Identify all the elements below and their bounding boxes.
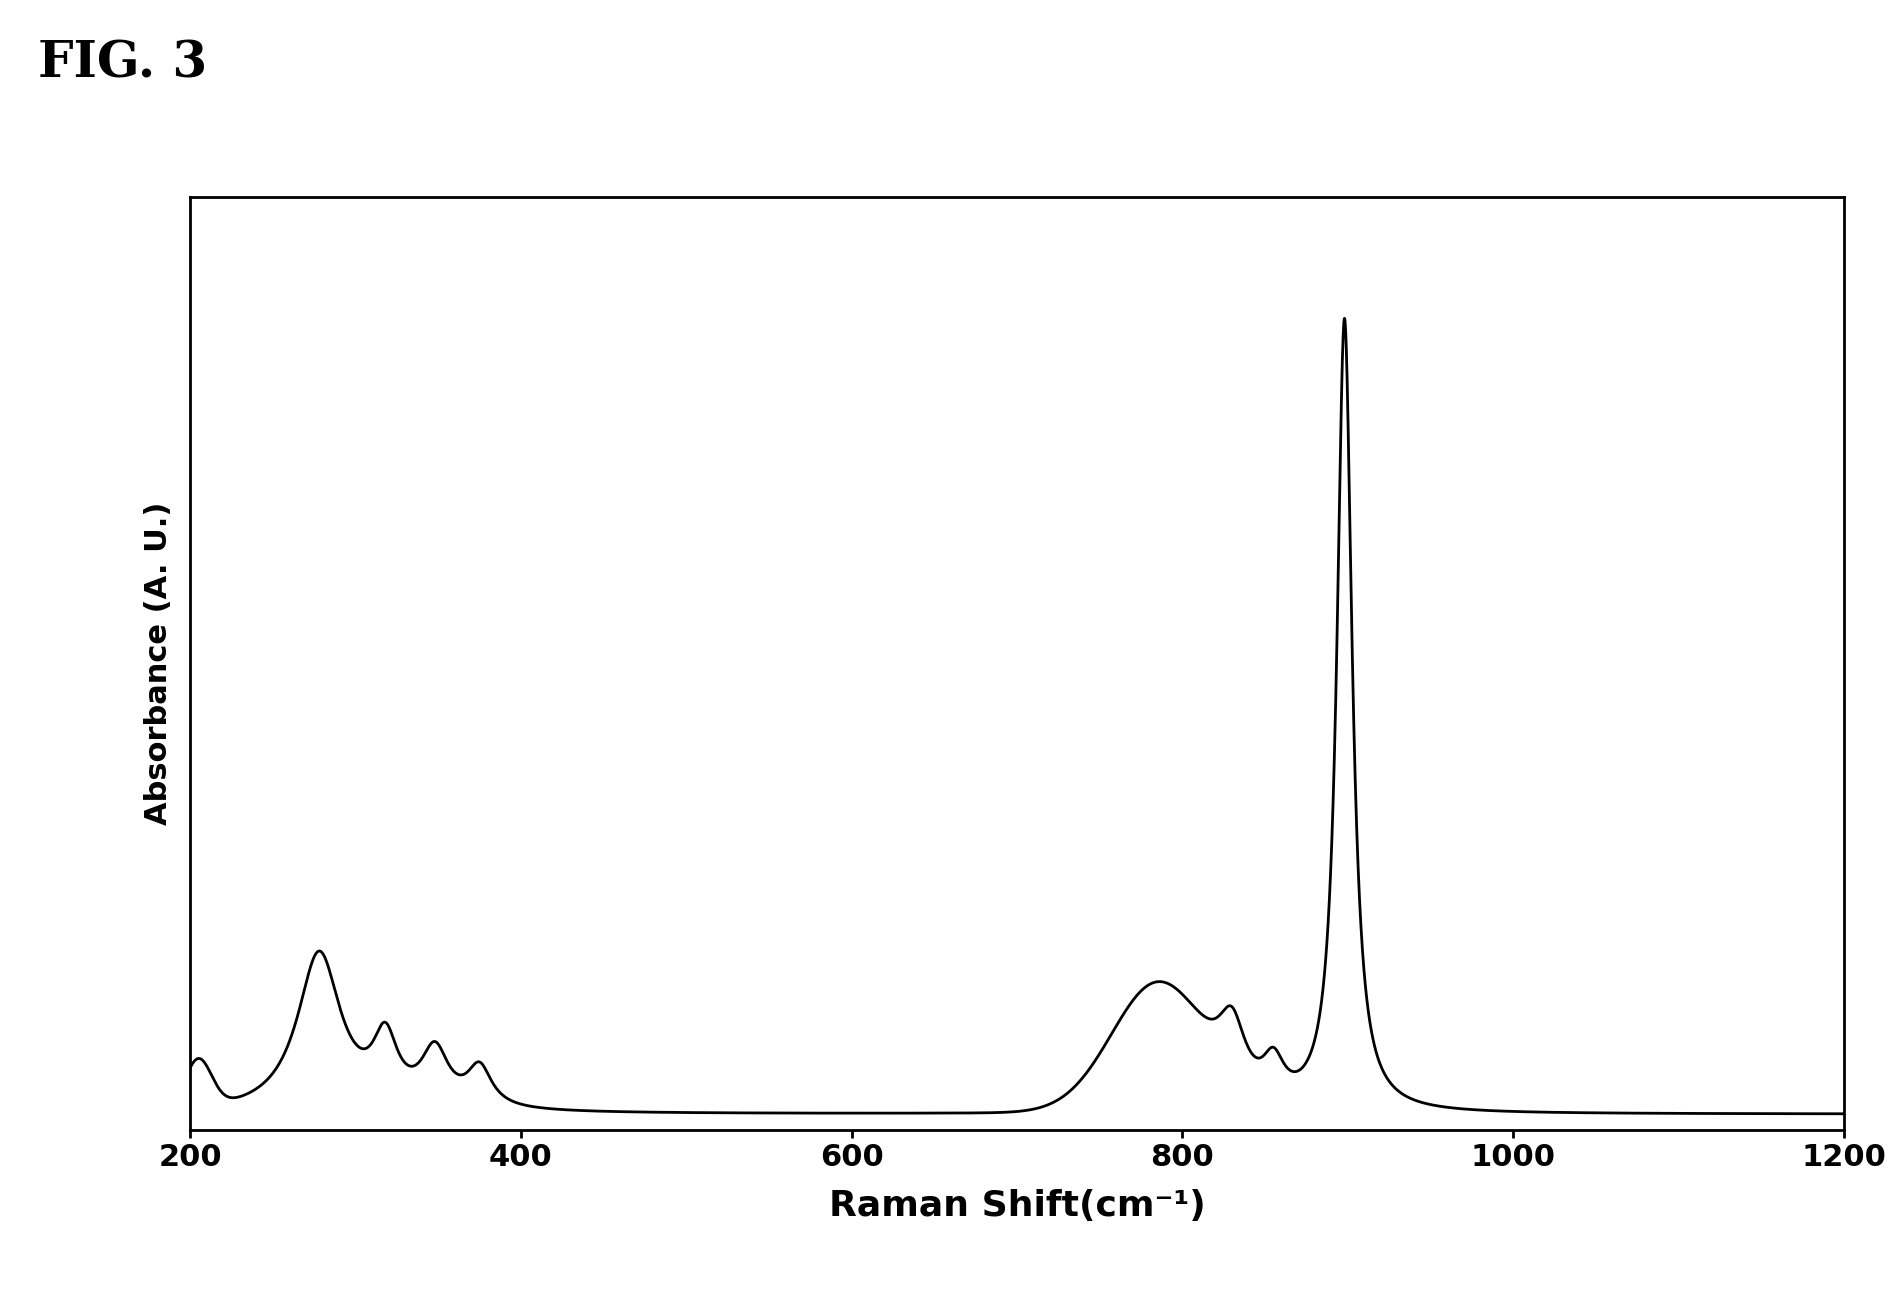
Text: FIG. 3: FIG. 3 <box>38 39 207 88</box>
Y-axis label: Absorbance (A. U.): Absorbance (A. U.) <box>144 502 173 825</box>
X-axis label: Raman Shift(cm⁻¹): Raman Shift(cm⁻¹) <box>829 1189 1205 1223</box>
